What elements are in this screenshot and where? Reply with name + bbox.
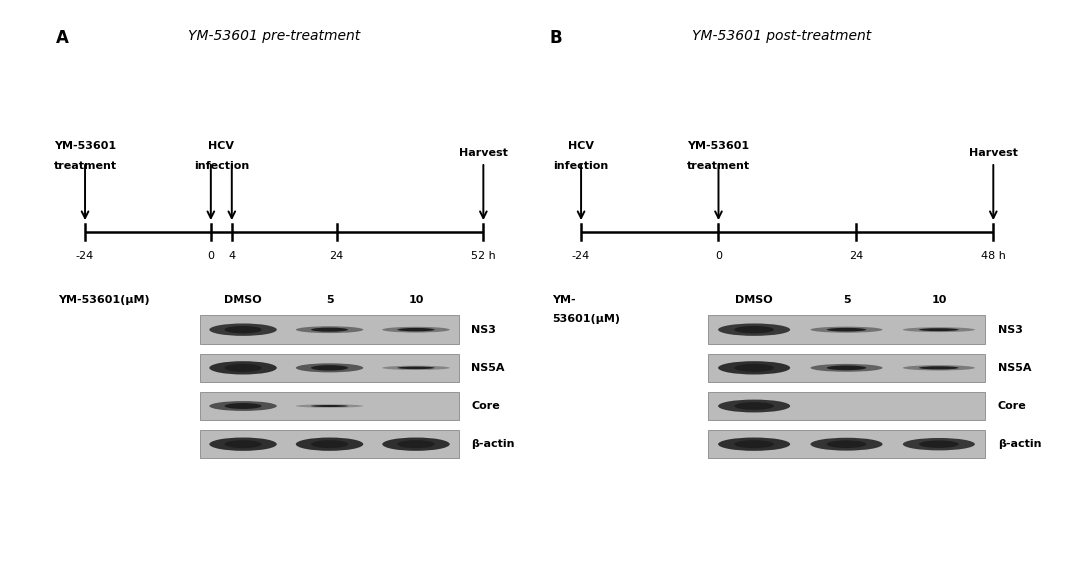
Ellipse shape (296, 404, 363, 408)
Ellipse shape (383, 327, 450, 332)
Text: 10: 10 (932, 295, 947, 305)
Ellipse shape (398, 366, 434, 369)
Text: DMSO: DMSO (224, 295, 262, 305)
Text: -24: -24 (76, 251, 94, 261)
Text: A: A (56, 30, 69, 47)
Ellipse shape (296, 326, 363, 333)
Ellipse shape (311, 440, 348, 448)
Ellipse shape (827, 328, 866, 332)
Text: treatment: treatment (54, 161, 117, 171)
Text: infection: infection (194, 161, 249, 171)
Ellipse shape (296, 364, 363, 373)
Ellipse shape (224, 403, 262, 409)
Text: B: B (550, 30, 562, 47)
Ellipse shape (398, 328, 434, 331)
Ellipse shape (224, 364, 262, 372)
Ellipse shape (224, 440, 262, 448)
Text: Core: Core (471, 401, 500, 411)
Ellipse shape (810, 438, 882, 450)
Text: 4: 4 (228, 251, 236, 261)
Text: HCV: HCV (568, 141, 594, 151)
Bar (199, 430, 459, 458)
Text: infection: infection (553, 161, 609, 171)
Ellipse shape (311, 328, 348, 332)
Text: NS3: NS3 (998, 325, 1023, 335)
Bar (199, 392, 459, 420)
Ellipse shape (919, 440, 958, 448)
Text: 53601(μM): 53601(μM) (552, 314, 620, 324)
Text: 5: 5 (326, 295, 333, 305)
Ellipse shape (209, 401, 277, 411)
Bar (199, 353, 459, 382)
Bar (708, 392, 985, 420)
Text: 0: 0 (715, 251, 721, 261)
Ellipse shape (734, 364, 774, 372)
Ellipse shape (398, 440, 434, 448)
Ellipse shape (383, 437, 450, 451)
Text: Harvest: Harvest (459, 148, 508, 158)
Bar (708, 353, 985, 382)
Text: YM-53601: YM-53601 (687, 141, 749, 151)
Ellipse shape (903, 438, 974, 450)
Text: 24: 24 (849, 251, 863, 261)
Ellipse shape (919, 366, 958, 369)
Ellipse shape (718, 323, 790, 336)
Text: YM-53601 pre-treatment: YM-53601 pre-treatment (188, 30, 360, 43)
Ellipse shape (919, 328, 958, 331)
Ellipse shape (734, 440, 774, 448)
Text: Core: Core (998, 401, 1026, 411)
Ellipse shape (209, 323, 277, 336)
Text: 52 h: 52 h (471, 251, 495, 261)
Bar (708, 430, 985, 458)
Text: HCV: HCV (208, 141, 235, 151)
Ellipse shape (827, 365, 866, 370)
Ellipse shape (718, 399, 790, 412)
Text: 48 h: 48 h (981, 251, 1006, 261)
Text: YM-53601: YM-53601 (54, 141, 116, 151)
Ellipse shape (718, 437, 790, 451)
Ellipse shape (810, 364, 882, 372)
Text: YM-53601 post-treatment: YM-53601 post-treatment (691, 30, 872, 43)
Text: NS5A: NS5A (998, 363, 1031, 373)
Text: β-actin: β-actin (471, 439, 515, 449)
Text: β-actin: β-actin (998, 439, 1041, 449)
Ellipse shape (224, 326, 262, 333)
Text: 5: 5 (843, 295, 850, 305)
Text: NS5A: NS5A (471, 363, 505, 373)
Ellipse shape (209, 437, 277, 451)
Text: YM-53601(μM): YM-53601(μM) (58, 295, 150, 305)
Ellipse shape (903, 327, 974, 332)
Text: treatment: treatment (687, 161, 750, 171)
Text: 10: 10 (408, 295, 423, 305)
Text: DMSO: DMSO (735, 295, 773, 305)
Text: Harvest: Harvest (969, 148, 1017, 158)
Ellipse shape (296, 437, 363, 451)
Text: 0: 0 (207, 251, 214, 261)
Ellipse shape (827, 440, 866, 448)
Bar (708, 315, 985, 344)
Text: NS3: NS3 (471, 325, 496, 335)
Ellipse shape (734, 326, 774, 333)
Ellipse shape (718, 361, 790, 374)
Bar (199, 315, 459, 344)
Ellipse shape (383, 366, 450, 370)
Ellipse shape (810, 327, 882, 333)
Ellipse shape (209, 361, 277, 374)
Ellipse shape (734, 402, 774, 410)
Text: -24: -24 (572, 251, 591, 261)
Ellipse shape (311, 365, 348, 370)
Text: YM-: YM- (552, 295, 576, 305)
Ellipse shape (903, 365, 974, 370)
Text: 24: 24 (329, 251, 344, 261)
Ellipse shape (311, 405, 348, 407)
